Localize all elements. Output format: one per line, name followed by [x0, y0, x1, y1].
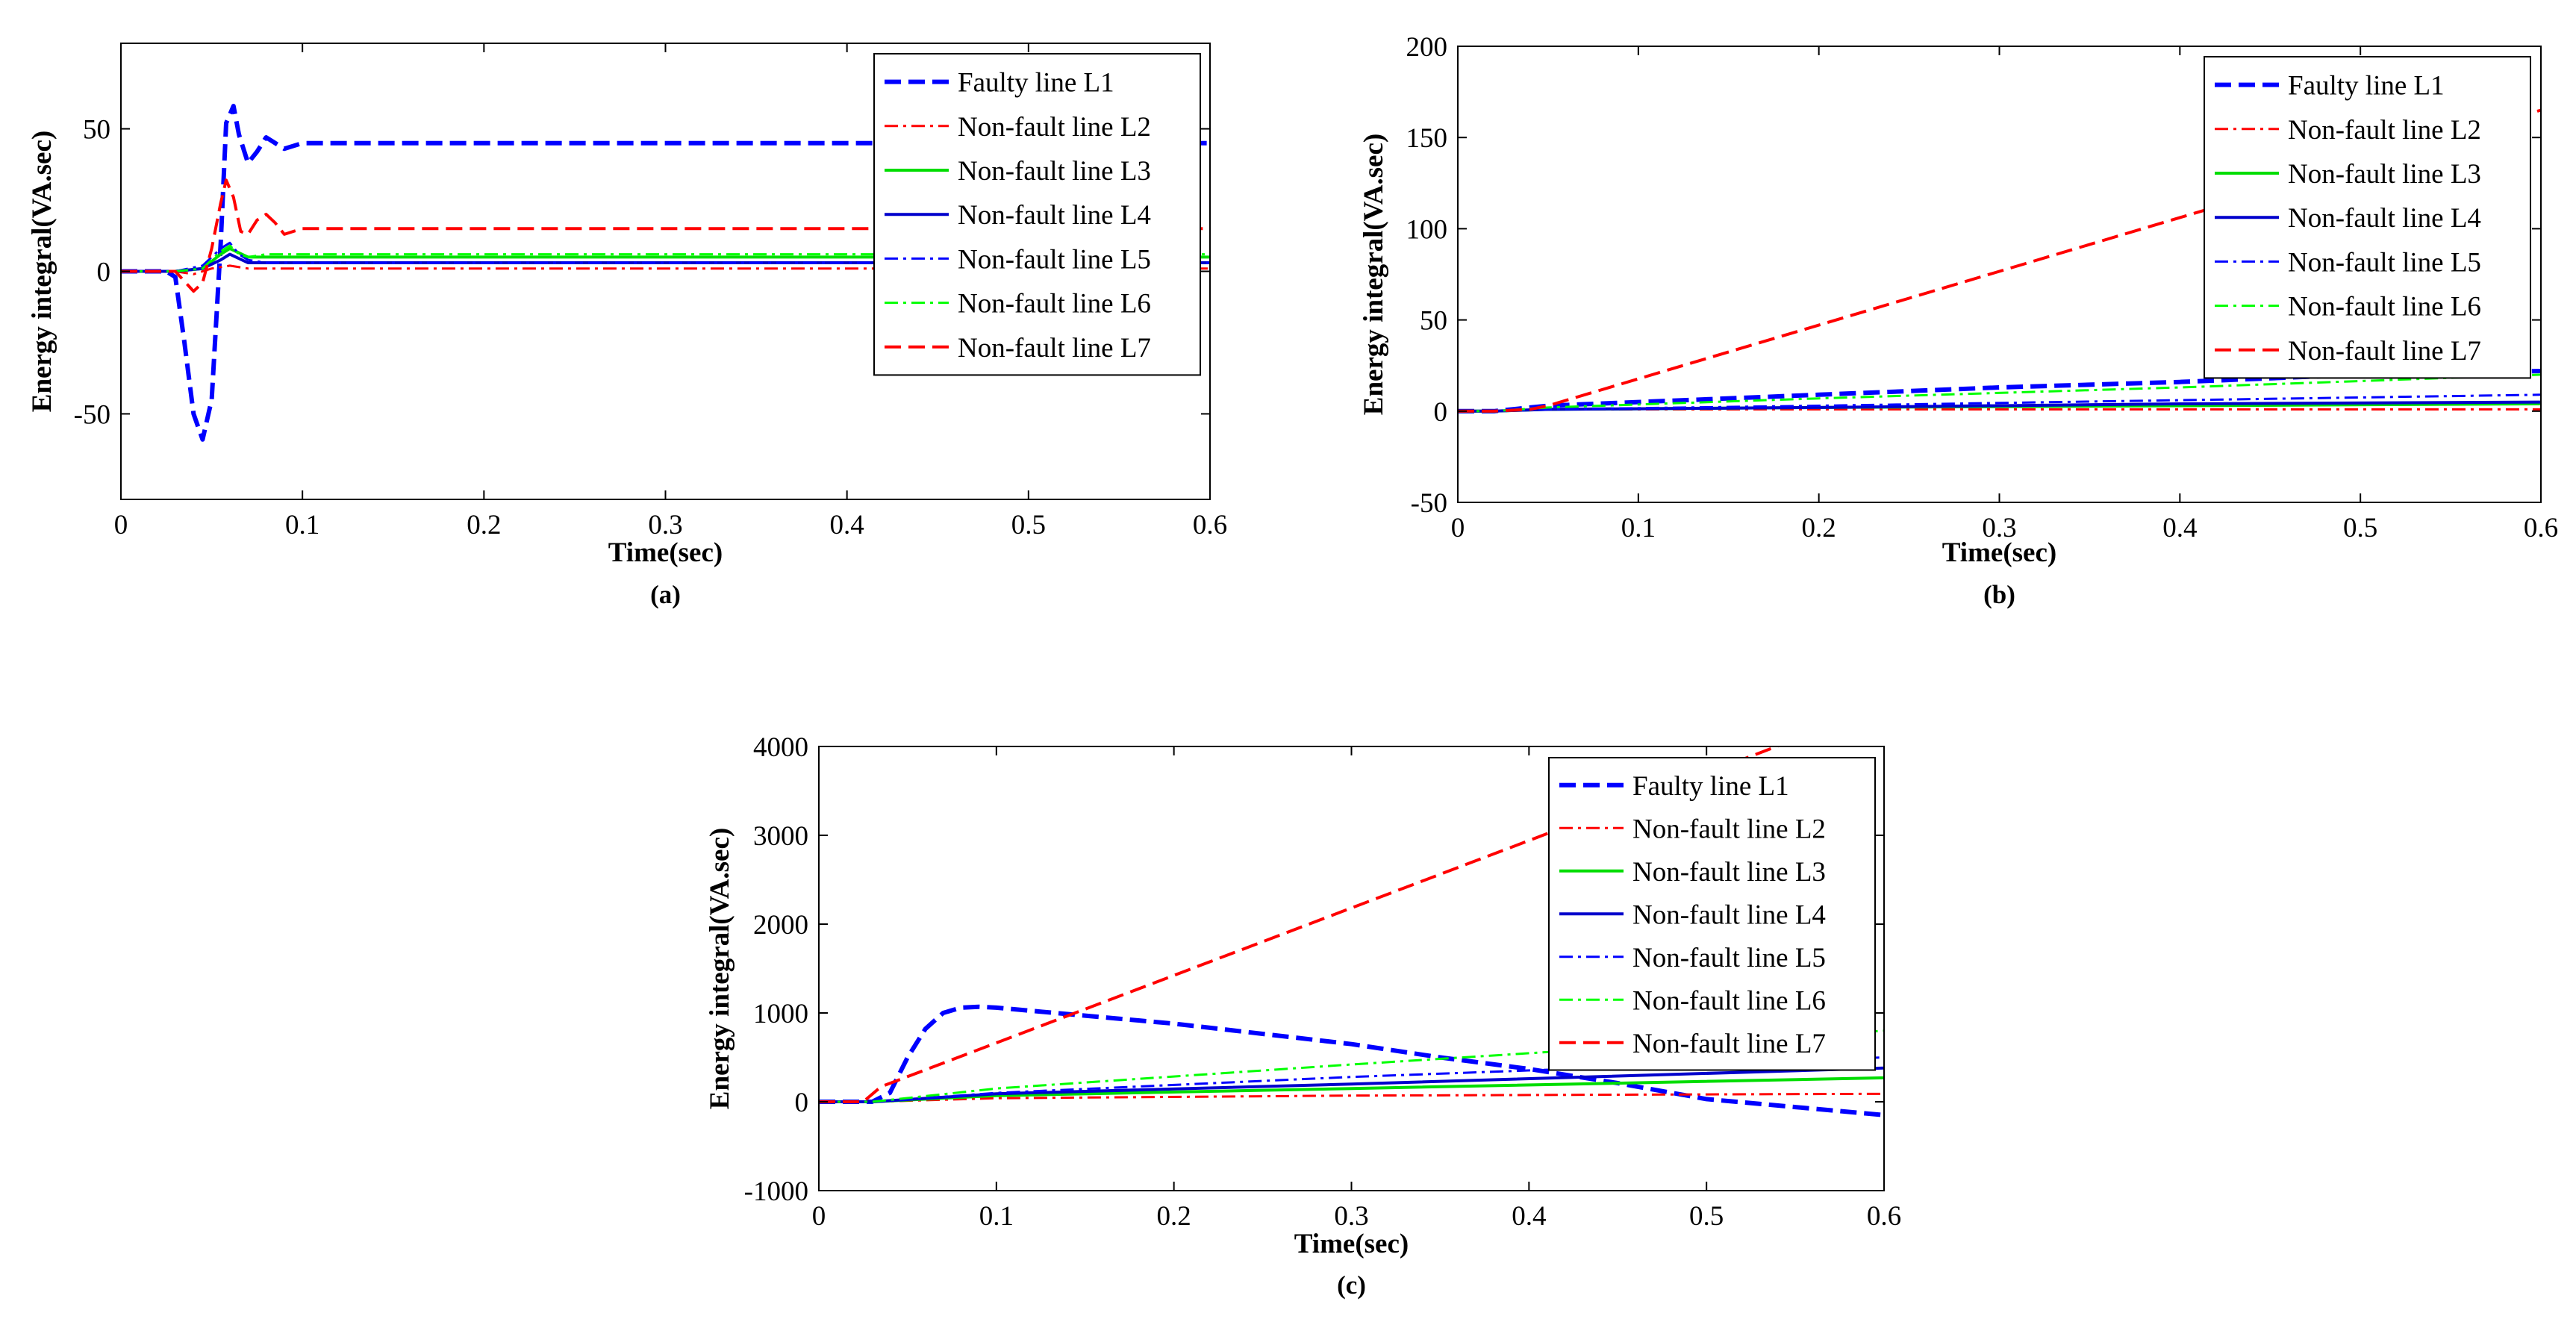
- legend-label-6: Non-fault line L6: [2288, 292, 2481, 322]
- chart-panel-c: 0 0.1 0.2 0.3 0.4 0.5 0.6-10000100020003000400…: [705, 732, 1901, 1300]
- series-line-7: [819, 746, 1781, 1103]
- series-lines: [121, 104, 1210, 442]
- x-tick-label: 0.3: [1982, 513, 2016, 543]
- series-line-1: [819, 1004, 1884, 1117]
- x-tick-label: 0.6: [1867, 1201, 1901, 1232]
- legend-label-2: Non-fault line L2: [2288, 115, 2481, 146]
- chart-panel-b: 0 0.1 0.2 0.3 0.4 0.5 0.6-50050100150200Time(s…: [1359, 32, 2558, 609]
- legend-label-6: Non-fault line L6: [958, 289, 1151, 319]
- y-tick-label: 150: [1406, 123, 1448, 154]
- x-axis-label: Time(sec): [1942, 537, 2056, 568]
- chart-panel-a: 0 0.1 0.2 0.3 0.4 0.5 0.6 -50 0 50 Time(sec) Energy…: [27, 43, 1227, 609]
- x-axis-label: Time(sec): [1294, 1229, 1409, 1259]
- y-axis-label: Energy integral(VA.sec): [1359, 134, 1389, 415]
- legend-label-7: Non-fault line L7: [958, 333, 1151, 364]
- y-tick-label: 2000: [753, 910, 808, 941]
- legend-label-3: Non-fault line L3: [1632, 857, 1826, 888]
- panel-caption: (b): [1983, 580, 2015, 609]
- y-tick-label: 0: [97, 258, 111, 288]
- legend-label-4: Non-fault line L4: [958, 200, 1151, 231]
- y-tick-label: 1000: [753, 999, 808, 1029]
- x-tick-label: 0.2: [1802, 513, 1836, 543]
- legend: Faulty line L1 Non-fault line L2 Non-fault…: [873, 53, 1201, 376]
- legend-label-5: Non-fault line L5: [2288, 247, 2481, 278]
- legend-label-5: Non-fault line L5: [958, 244, 1151, 275]
- x-tick-label: 0.2: [467, 510, 501, 540]
- legend-label-3: Non-fault line L3: [2288, 159, 2481, 190]
- x-tick-label: 0: [114, 510, 128, 540]
- x-tick-label: 0.5: [1011, 510, 1046, 540]
- x-tick-label: 0.4: [830, 510, 864, 540]
- y-tick-label: 3000: [753, 821, 808, 852]
- y-axis-label: Energy integral(VA.sec): [705, 828, 735, 1109]
- series-line-6: [121, 244, 1210, 272]
- x-tick-label: 0.4: [2162, 513, 2197, 543]
- x-tick-label: 0.3: [648, 510, 682, 540]
- x-tick-label: 0.6: [2524, 513, 2558, 543]
- panel-caption: (c): [1337, 1270, 1366, 1300]
- y-tick-label: 50: [83, 115, 110, 146]
- y-tick-label: -1000: [744, 1176, 808, 1207]
- legend-label-1: Faulty line L1: [1632, 771, 1789, 802]
- y-tick-label: -50: [1411, 488, 1447, 519]
- series-line-1: [121, 104, 1210, 442]
- legend-label-2: Non-fault line L2: [958, 112, 1151, 143]
- legend-label-3: Non-fault line L3: [958, 156, 1151, 187]
- x-tick-label: 0.5: [1689, 1201, 1724, 1232]
- series-line-7: [1458, 108, 2541, 413]
- y-tick-label: 200: [1406, 32, 1448, 63]
- legend-label-7: Non-fault line L7: [1632, 1029, 1826, 1059]
- x-tick-label: 0.4: [1512, 1201, 1546, 1232]
- legend-label-1: Faulty line L1: [958, 68, 1114, 99]
- legend: Faulty line L1 Non-fault line L2 Non-fault…: [2204, 56, 2531, 379]
- legend-label-1: Faulty line L1: [2288, 71, 2445, 102]
- y-tick-label: 0: [795, 1088, 809, 1118]
- legend-label-4: Non-fault line L4: [1632, 899, 1826, 930]
- legend: Faulty line L1 Non-fault line L2 Non-fault…: [1548, 757, 1876, 1071]
- x-tick-label: 0.5: [2343, 513, 2377, 543]
- legend-label-7: Non-fault line L7: [2288, 336, 2481, 367]
- legend-label-4: Non-fault line L4: [2288, 203, 2481, 234]
- legend-label-6: Non-fault line L6: [1632, 985, 1826, 1016]
- x-tick-label: 0.6: [1193, 510, 1227, 540]
- x-tick-label: 0.3: [1334, 1201, 1368, 1232]
- x-tick-label: 0: [1451, 513, 1465, 543]
- series-lines: [819, 746, 1884, 1117]
- y-axis-label: Energy integral(VA.sec): [27, 131, 57, 412]
- x-tick-label: 0: [812, 1201, 826, 1232]
- y-tick-label: 100: [1406, 214, 1448, 245]
- panel-caption: (a): [650, 580, 681, 609]
- x-axis-label: Time(sec): [608, 537, 723, 568]
- y-tick-label: -50: [74, 399, 110, 430]
- legend-label-2: Non-fault line L2: [1632, 814, 1826, 844]
- y-tick-label: 50: [1420, 306, 1447, 337]
- y-tick-label: 4000: [753, 732, 808, 763]
- x-tick-label: 0.1: [979, 1201, 1014, 1232]
- x-tick-label: 0.2: [1157, 1201, 1191, 1232]
- x-tick-label: 0.1: [285, 510, 319, 540]
- y-tick-label: 0: [1434, 397, 1448, 428]
- x-tick-label: 0.1: [1621, 513, 1656, 543]
- legend-label-5: Non-fault line L5: [1632, 943, 1826, 973]
